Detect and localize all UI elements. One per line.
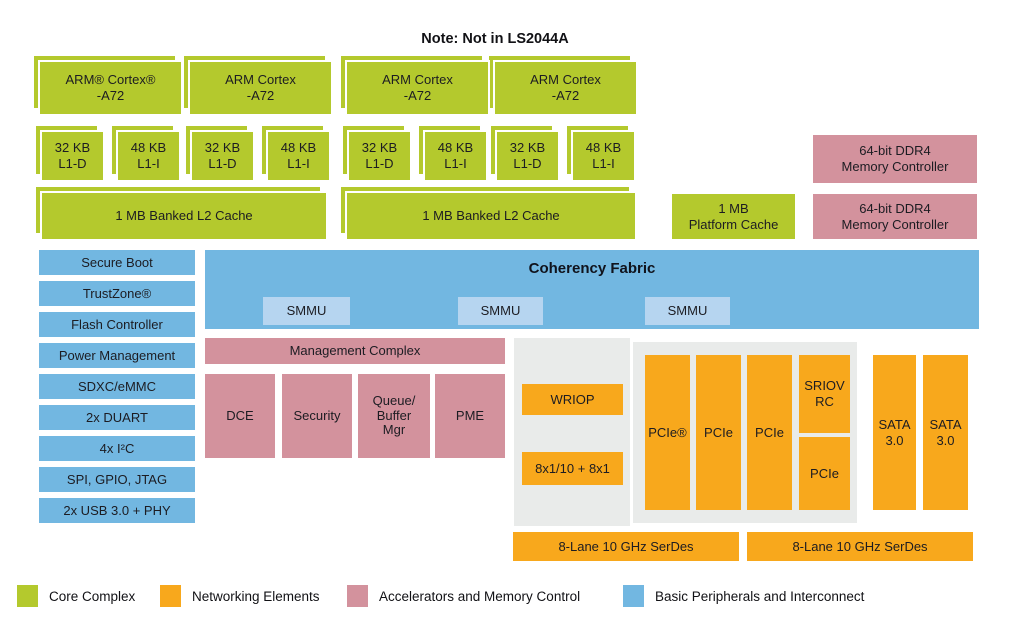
l1i-cache-block-1: 48 KB L1-I xyxy=(112,126,181,182)
cpu-block-2: ARM Cortex -A72 xyxy=(184,56,333,116)
peripheral-block-secure-boot: Secure Boot xyxy=(39,250,195,275)
l1d-cache-block-1: 32 KB L1-D xyxy=(36,126,105,182)
cpu-block-3: ARM Cortex -A72 xyxy=(341,56,490,116)
peripheral-block-spi-gpio-jtag: SPI, GPIO, JTAG xyxy=(39,467,195,492)
legend-item-core-complex: Core Complex xyxy=(17,585,135,607)
l2-cache-bar-1: 1 MB Banked L2 Cache xyxy=(36,187,328,241)
l1i-cache-block-2: 48 KB L1-I xyxy=(262,126,331,182)
legend-item-peripherals: Basic Peripherals and Interconnect xyxy=(623,585,864,607)
peripheral-block-power-management: Power Management xyxy=(39,343,195,368)
management-complex-header: Management Complex xyxy=(205,338,505,364)
smmu-block-2: SMMU xyxy=(458,297,543,325)
wriop-panel xyxy=(514,338,630,526)
legend-item-accelerators: Accelerators and Memory Control xyxy=(347,585,580,607)
legend-swatch-networking xyxy=(160,585,181,607)
legend-label-core-complex: Core Complex xyxy=(49,588,136,604)
lanes-block: 8x1/10 + 8x1 xyxy=(522,452,623,485)
l1d-cache-block-4: 32 KB L1-D xyxy=(491,126,560,182)
legend-label-accelerators: Accelerators and Memory Control xyxy=(379,588,581,604)
peripheral-block-usb: 2x USB 3.0 + PHY xyxy=(39,498,195,523)
dce-block: DCE xyxy=(205,374,275,458)
legend-swatch-accelerators xyxy=(347,585,368,607)
l1i-cache-block-3: 48 KB L1-I xyxy=(419,126,488,182)
queue-buffer-mgr-block: Queue/ Buffer Mgr xyxy=(358,374,430,458)
core-group-2: ARM Cortex -A72 32 KB L1-D 48 KB L1-I xyxy=(184,56,333,182)
peripheral-block-trustzone: TrustZone® xyxy=(39,281,195,306)
ddr4-controller-block-1: 64-bit DDR4 Memory Controller xyxy=(813,135,977,183)
security-block: Security xyxy=(282,374,352,458)
pcie-block-3: PCIe xyxy=(747,355,792,510)
serdes-bar-1: 8-Lane 10 GHz SerDes xyxy=(513,532,739,561)
l1d-cache-block-2: 32 KB L1-D xyxy=(186,126,255,182)
smmu-block-3: SMMU xyxy=(645,297,730,325)
sata-block-1: SATA 3.0 xyxy=(873,355,916,510)
sriov-rc-block: SRIOV RC xyxy=(799,355,850,433)
core-group-3: ARM Cortex -A72 32 KB L1-D 48 KB L1-I xyxy=(341,56,490,182)
sata-block-2: SATA 3.0 xyxy=(923,355,968,510)
core-group-4: ARM Cortex -A72 32 KB L1-D 48 KB L1-I xyxy=(489,56,638,182)
wriop-block: WRIOP xyxy=(522,384,623,415)
legend-swatch-core-complex xyxy=(17,585,38,607)
legend-swatch-peripherals xyxy=(623,585,644,607)
legend-item-networking: Networking Elements xyxy=(160,585,320,607)
pme-block: PME xyxy=(435,374,505,458)
l1d-cache-block-3: 32 KB L1-D xyxy=(343,126,412,182)
serdes-bar-2: 8-Lane 10 GHz SerDes xyxy=(747,532,973,561)
pcie-block-4: PCIe xyxy=(799,437,850,510)
peripheral-block-sdxc-emmc: SDXC/eMMC xyxy=(39,374,195,399)
peripheral-block-flash-controller: Flash Controller xyxy=(39,312,195,337)
legend-label-peripherals: Basic Peripherals and Interconnect xyxy=(655,588,865,604)
platform-cache-block: 1 MB Platform Cache xyxy=(672,194,795,239)
cpu-block-4: ARM Cortex -A72 xyxy=(489,56,638,116)
ddr4-controller-block-2: 64-bit DDR4 Memory Controller xyxy=(813,194,977,239)
legend-label-networking: Networking Elements xyxy=(192,588,320,604)
coherency-fabric: Coherency Fabric SMMU SMMU SMMU xyxy=(205,250,979,329)
smmu-block-1: SMMU xyxy=(263,297,350,325)
l2-cache-bar-2: 1 MB Banked L2 Cache xyxy=(341,187,637,241)
core-group-1: ARM® Cortex® -A72 32 KB L1-D 48 KB L1-I xyxy=(34,56,183,182)
peripheral-block-i2c: 4x I²C xyxy=(39,436,195,461)
l1i-cache-block-4: 48 KB L1-I xyxy=(567,126,636,182)
pcie-block-1: PCIe® xyxy=(645,355,690,510)
cpu-block-1: ARM® Cortex® -A72 xyxy=(34,56,183,116)
note-text: Note: Not in LS2044A xyxy=(421,31,569,47)
pcie-block-2: PCIe xyxy=(696,355,741,510)
peripheral-block-duart: 2x DUART xyxy=(39,405,195,430)
coherency-fabric-title: Coherency Fabric xyxy=(528,260,656,277)
